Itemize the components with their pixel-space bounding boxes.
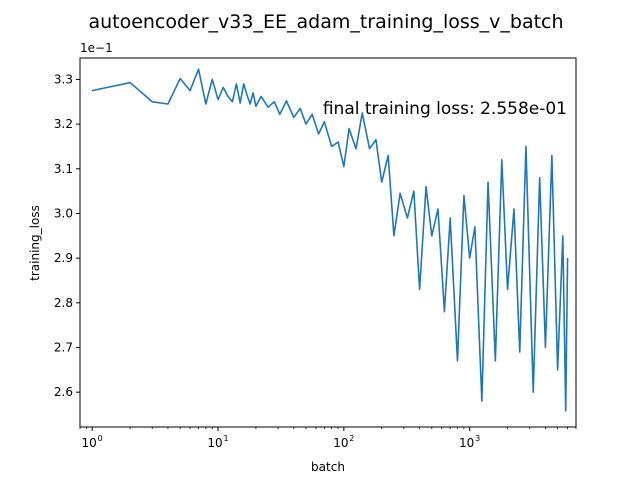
y-tick-label: 2.7: [54, 340, 73, 354]
axes-frame: [79, 57, 577, 428]
x-tick-label: 10: [207, 436, 222, 450]
y-tick-label: 2.6: [54, 385, 73, 399]
annotation-final-loss: final training loss: 2.558e-01: [323, 99, 567, 119]
x-tick-label: 10: [82, 436, 97, 450]
x-axis-label: batch: [311, 460, 345, 474]
x-axis: 10 0 10 1 10 2 10 3: [79, 427, 577, 450]
y-tick-label: 3.1: [54, 162, 73, 176]
x-tick-exponent: 2: [349, 434, 354, 443]
x-tick-exponent: 0: [98, 434, 103, 443]
chart-marks: [92, 68, 569, 412]
chart-title: autoencoder_v33_EE_adam_training_loss_v_…: [88, 11, 563, 33]
y-axis: 2.6 2.7 2.8 2.9 3.0 3.1 3.2 3.3: [54, 72, 80, 399]
x-tick-label: 10: [459, 436, 474, 450]
y-offset-label: 1e−1: [80, 41, 113, 55]
x-tick-exponent: 1: [223, 434, 228, 443]
y-axis-label: training_loss: [28, 205, 42, 281]
y-tick-label: 2.8: [54, 296, 73, 310]
y-tick-label: 3.2: [54, 117, 73, 131]
y-tick-label: 2.9: [54, 251, 73, 265]
y-tick-label: 3.3: [54, 72, 73, 86]
series-line-0: [92, 68, 569, 412]
plot-area: 2.62.72.82.93.03.13.23.3 10 0 10 1 10 2 10 3: [54, 57, 577, 450]
x-tick-label: 10: [333, 436, 348, 450]
x-tick-exponent: 3: [475, 434, 480, 443]
y-tick-label: 3.0: [54, 206, 73, 220]
